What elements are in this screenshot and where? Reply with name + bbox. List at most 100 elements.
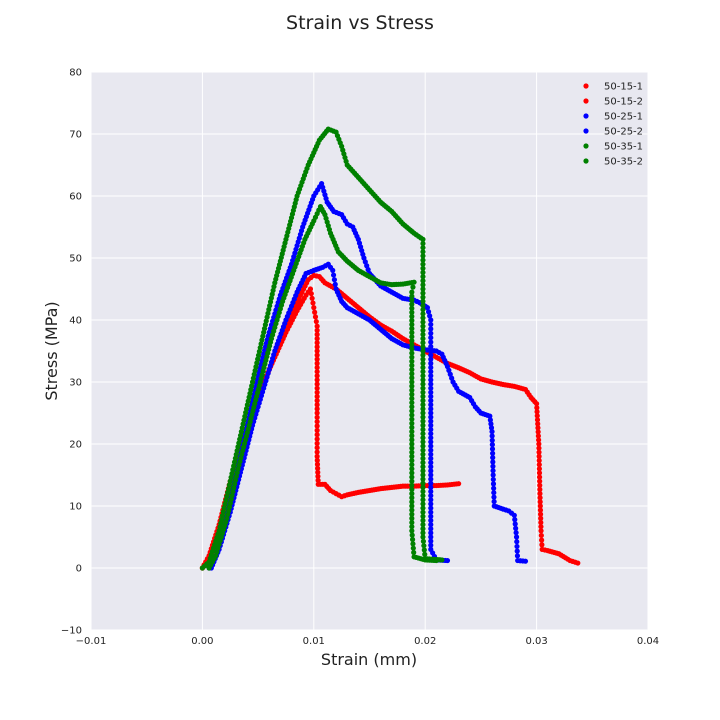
data-point	[428, 335, 434, 341]
data-point	[420, 497, 426, 503]
data-point	[409, 462, 415, 468]
data-point	[420, 443, 426, 449]
data-point	[411, 549, 417, 556]
data-point	[420, 393, 426, 400]
data-point	[308, 291, 314, 297]
data-point	[428, 522, 434, 528]
data-point	[307, 286, 314, 292]
data-point	[514, 548, 520, 554]
data-point	[314, 364, 320, 371]
data-point	[537, 482, 543, 488]
data-point	[410, 284, 416, 290]
data-point	[539, 542, 545, 548]
data-point	[428, 406, 434, 412]
data-point	[409, 338, 415, 344]
data-point	[425, 309, 432, 315]
data-point	[428, 542, 434, 548]
data-point	[428, 360, 434, 366]
data-point	[410, 545, 416, 551]
data-point	[428, 377, 434, 383]
data-point	[489, 442, 495, 448]
data-point	[420, 249, 426, 255]
data-point	[311, 305, 317, 311]
data-point	[314, 381, 320, 387]
data-point	[314, 356, 320, 362]
data-point	[428, 389, 434, 395]
data-point	[487, 417, 493, 423]
data-point	[490, 476, 496, 483]
data-point	[428, 439, 434, 445]
data-point	[420, 493, 426, 499]
data-point	[535, 421, 541, 427]
y-tick-label: −10	[61, 626, 82, 637]
data-point	[491, 485, 497, 491]
data-point	[444, 557, 451, 564]
data-point	[409, 429, 415, 435]
data-point	[409, 503, 415, 509]
data-point	[420, 538, 427, 544]
data-point	[314, 445, 320, 451]
data-point	[534, 405, 540, 411]
data-point	[421, 543, 427, 549]
data-point	[536, 445, 542, 451]
data-point	[420, 253, 426, 259]
data-point	[511, 512, 517, 518]
data-point	[409, 317, 415, 324]
data-point	[409, 375, 415, 381]
y-tick-label: 80	[69, 68, 82, 79]
data-point	[314, 436, 320, 442]
x-tick-label: 0.02	[414, 636, 436, 647]
data-point	[490, 472, 496, 478]
data-point	[314, 453, 320, 459]
data-point	[330, 267, 336, 273]
data-point	[456, 481, 462, 487]
data-point	[420, 323, 426, 329]
data-point	[420, 447, 426, 453]
data-point	[539, 537, 545, 543]
data-point	[314, 393, 320, 400]
data-point	[314, 419, 320, 425]
data-point	[420, 307, 426, 313]
data-point	[420, 484, 426, 490]
data-point	[409, 325, 415, 332]
data-point	[488, 425, 495, 431]
data-point	[409, 408, 415, 414]
data-point	[409, 293, 415, 299]
data-point	[428, 426, 434, 433]
data-point	[420, 488, 426, 495]
series-50-35-1	[199, 126, 445, 571]
data-point	[409, 379, 415, 385]
data-point	[332, 281, 338, 287]
data-point	[428, 381, 434, 387]
data-point	[420, 476, 426, 482]
data-point	[315, 469, 321, 475]
data-point	[428, 422, 434, 428]
data-point	[409, 383, 415, 389]
x-axis-label: Strain (mm)	[321, 650, 417, 669]
data-point	[537, 486, 543, 493]
data-point	[420, 240, 426, 247]
data-point	[420, 534, 426, 540]
data-point	[314, 432, 320, 438]
data-point	[420, 505, 426, 511]
data-point	[409, 313, 415, 320]
data-point	[421, 547, 427, 553]
data-point	[490, 481, 497, 487]
data-point	[420, 298, 426, 304]
data-point	[331, 277, 338, 283]
legend-label: 50-35-1	[604, 142, 643, 153]
legend-marker	[583, 83, 589, 89]
data-point	[489, 446, 496, 452]
data-point	[420, 265, 426, 271]
data-point	[409, 482, 415, 488]
data-point	[424, 305, 431, 311]
data-point	[428, 356, 434, 362]
data-point	[538, 532, 544, 539]
data-point	[491, 494, 497, 500]
data-point	[314, 348, 320, 354]
data-point	[420, 377, 426, 383]
data-point	[409, 391, 415, 397]
data-point	[409, 478, 415, 484]
data-points	[199, 126, 581, 571]
data-point	[536, 470, 543, 476]
